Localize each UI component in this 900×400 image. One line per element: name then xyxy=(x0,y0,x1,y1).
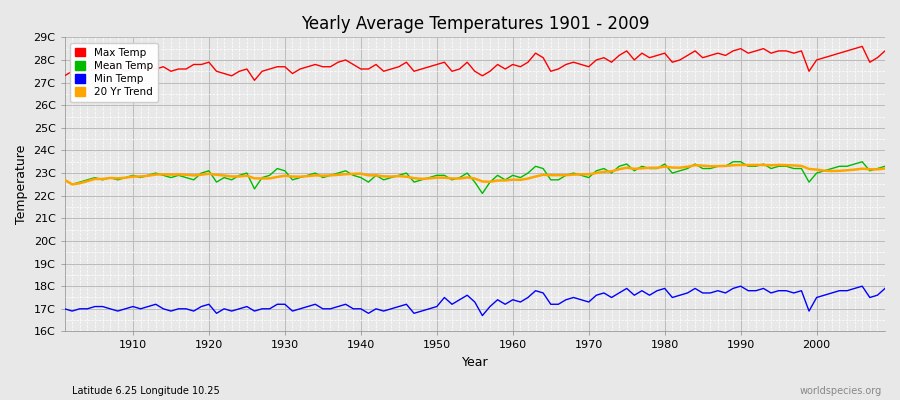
Title: Yearly Average Temperatures 1901 - 2009: Yearly Average Temperatures 1901 - 2009 xyxy=(301,15,649,33)
Y-axis label: Temperature: Temperature xyxy=(15,145,28,224)
Text: Latitude 6.25 Longitude 10.25: Latitude 6.25 Longitude 10.25 xyxy=(72,386,220,396)
X-axis label: Year: Year xyxy=(462,356,488,369)
Text: worldspecies.org: worldspecies.org xyxy=(800,386,882,396)
Legend: Max Temp, Mean Temp, Min Temp, 20 Yr Trend: Max Temp, Mean Temp, Min Temp, 20 Yr Tre… xyxy=(70,42,158,102)
